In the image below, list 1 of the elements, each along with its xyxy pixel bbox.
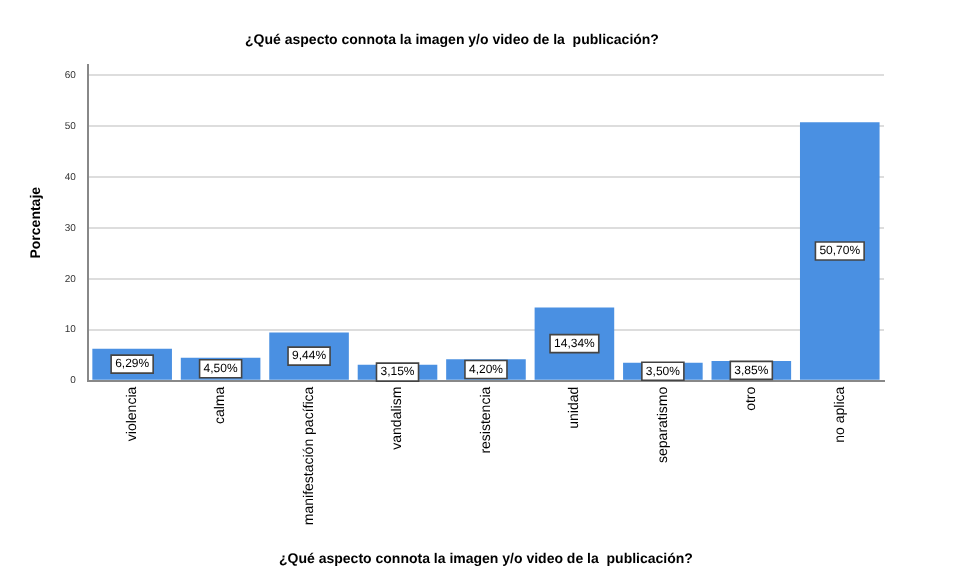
bar (799, 122, 880, 380)
